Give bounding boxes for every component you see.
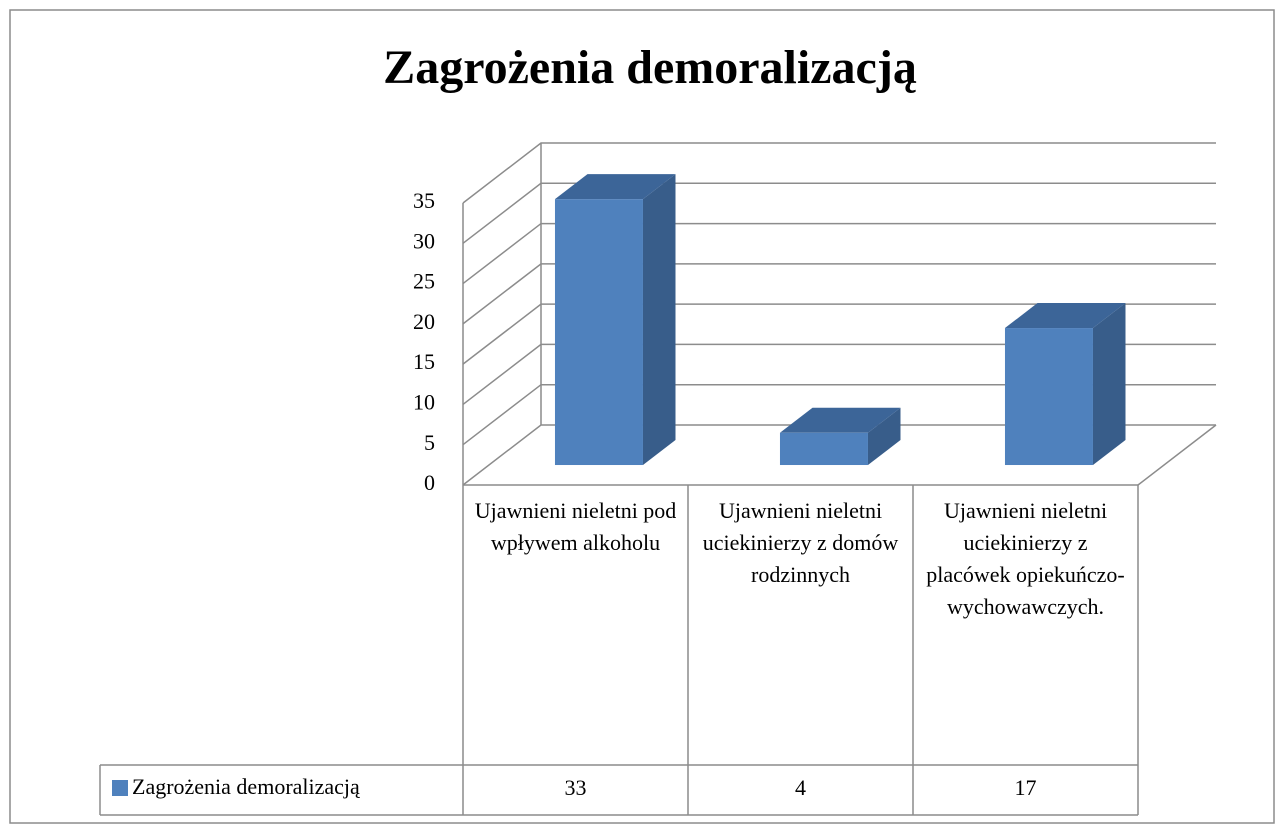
y-tick-label: 0: [424, 470, 435, 495]
table-value: 33: [565, 775, 587, 800]
bar-side: [867, 407, 901, 466]
bar: [1004, 328, 1093, 466]
x-tick-label-box: Ujawnieni nieletni pod wpływem alkoholu: [474, 498, 677, 555]
y-tick-label: 30: [413, 228, 435, 253]
x-tick-label-box: Ujawnieni nieletni uciekinierzy z domów …: [702, 498, 899, 587]
bar-top: [779, 407, 901, 433]
table-value: 17: [1015, 775, 1037, 800]
y-tick-label: 25: [413, 269, 435, 294]
bar-side: [1092, 303, 1126, 466]
bar-side: [642, 174, 676, 466]
bar-top: [1004, 303, 1126, 329]
bar-top: [554, 174, 676, 200]
x-tick-label-box: Ujawnieni nieletni uciekinierzy z placów…: [926, 498, 1125, 619]
y-tick-label: 15: [413, 349, 435, 374]
table-value: 4: [795, 775, 806, 800]
y-tick-label: 10: [413, 389, 435, 414]
grid-line: [462, 182, 1216, 244]
bar: [779, 432, 868, 466]
legend-label: Zagrożenia demoralizacją: [132, 774, 360, 799]
grid-line: [462, 343, 1216, 406]
chart-title: Zagrożenia demoralizacją: [383, 41, 917, 94]
y-tick-label: 20: [413, 309, 435, 334]
legend-swatch: [112, 780, 128, 796]
grid-line: [462, 383, 1216, 446]
y-tick-label: 35: [413, 188, 435, 213]
grid-line: [462, 263, 1216, 325]
grid-line: [462, 303, 1216, 365]
grid-line: [462, 424, 1216, 486]
grid-line: [462, 222, 1216, 285]
y-tick-label: 5: [424, 430, 435, 455]
grid-line: [462, 142, 1216, 204]
bar: [554, 199, 643, 466]
x-tick-label: Ujawnieni nieletni uciekinierzy z domów …: [702, 498, 899, 587]
floor-edge: [1137, 424, 1217, 486]
x-tick-label: Ujawnieni nieletni pod wpływem alkoholu: [474, 498, 677, 555]
x-tick-label: Ujawnieni nieletni uciekinierzy z placów…: [926, 498, 1125, 619]
